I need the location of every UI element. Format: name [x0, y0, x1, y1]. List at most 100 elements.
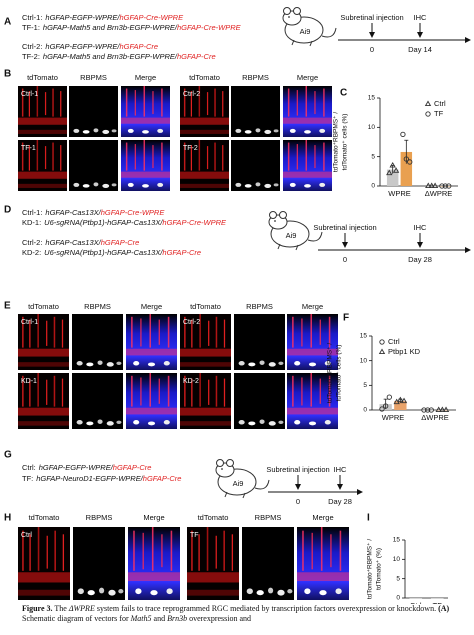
panel-label: I — [367, 513, 370, 524]
caption-part: ΔWPRE — [68, 604, 95, 613]
timeline-event: IHC — [334, 465, 348, 474]
micrograph — [72, 373, 123, 429]
micrograph — [180, 314, 231, 370]
y-tick-label: 5 — [371, 153, 375, 160]
y-tick-label: 0 — [363, 407, 367, 414]
vector-cre: hGFAP-Cre — [177, 52, 216, 61]
micrograph — [187, 527, 239, 600]
micrograph — [180, 140, 229, 191]
mouse-ear — [226, 459, 234, 467]
vector-base: hGFAP-Cas13X/ — [45, 238, 101, 247]
sample-label: Ctrl-2 — [183, 319, 200, 326]
legend-label: Ptbp1 KD — [388, 347, 421, 356]
mouse-ear — [283, 7, 291, 15]
caption-part: Schematic diagram of vectors for — [22, 614, 131, 623]
vector-cre: hGFAP-Cre — [101, 238, 140, 247]
data-point — [424, 407, 431, 413]
vector-line: TF-1: hGFAP-Math5 and Brn3b-EGFP-WPRE/hGF… — [22, 23, 242, 32]
data-point — [446, 183, 452, 189]
micrograph — [234, 314, 285, 370]
timeline-day: 0 — [296, 497, 300, 506]
vector-line: Ctrl-1: hGFAP-Cas13X/hGFAP-Cre-WPRE — [22, 208, 165, 217]
caption-part: Figure 3. — [22, 604, 53, 613]
vector-base: hGFAP-NeuroD1-EGFP-WPRE/ — [36, 474, 143, 483]
vector-name: Ctrl-2: — [22, 42, 42, 51]
column-header: tdTomato — [189, 73, 220, 82]
mouse-tail — [254, 479, 270, 490]
vector-line: TF: hGFAP-NeuroD1-EGFP-WPRE/hGFAP-Cre — [22, 474, 181, 483]
vector-name: Ctrl-1: — [22, 13, 42, 22]
sample-label: Ctrl — [21, 532, 32, 539]
data-point — [389, 161, 396, 168]
mouse-leg — [277, 243, 281, 250]
sample-label: KD-2 — [183, 378, 199, 385]
vector-base: U6-sgRNA(Ptbp1)-hGFAP-Cas13X/ — [44, 218, 163, 227]
caption-part: and — [151, 614, 168, 623]
data-point — [442, 183, 448, 189]
bar — [386, 169, 399, 186]
micrograph — [18, 314, 69, 370]
y-tick-label: 10 — [368, 124, 376, 131]
mouse-eye — [274, 220, 276, 222]
mouse-leg — [295, 244, 299, 251]
x-tick-label: Ctrl — [410, 601, 422, 604]
vector-base: U6-sgRNA(Ptbp1)-hGFAP-Cas13X/ — [44, 248, 163, 257]
micrograph — [69, 86, 118, 137]
timeline-event: IHC — [414, 13, 428, 22]
mouse-strain: Ai9 — [286, 231, 297, 240]
legend-marker — [379, 339, 385, 345]
mouse-tail — [321, 27, 337, 38]
micrograph — [180, 86, 229, 137]
vector-line: Ctrl-2: hGFAP-Cas13X/hGFAP-Cre — [22, 238, 139, 247]
y-axis-label: tdTomato⁺ (%) — [376, 548, 383, 590]
column-header: RBPMS — [255, 513, 282, 522]
y-axis-label: tdTomato⁺ cells (%) — [336, 345, 343, 402]
legend-label: Ctrl — [434, 99, 446, 108]
mouse-leg — [291, 39, 295, 46]
vector-base: hGFAP-EGFP-WPRE/ — [45, 13, 120, 22]
timeline-day: Day 14 — [408, 45, 432, 54]
data-point — [428, 407, 434, 413]
column-header: tdTomato — [27, 73, 58, 82]
vector-name: TF-1: — [22, 23, 40, 32]
timeline-day: 0 — [343, 255, 347, 264]
mouse-ear — [293, 7, 301, 15]
data-point — [403, 156, 409, 162]
y-tick-label: 0 — [396, 595, 400, 602]
timeline-day: 0 — [370, 45, 374, 54]
panel-label: D — [4, 205, 11, 216]
timeline-event: Subretinal injection — [313, 223, 376, 232]
micrograph — [121, 140, 170, 191]
vector-name: Ctrl-1: — [22, 208, 42, 217]
vector-cre: hGFAP-Cre-WPRE — [162, 218, 227, 227]
micrograph — [73, 527, 125, 600]
micrograph — [121, 86, 170, 137]
mouse-eye — [288, 16, 290, 18]
vector-line: Ctrl-2: hGFAP-EGFP-WPRE/hGFAP-Cre — [22, 42, 158, 51]
vector-cre: hGFAP-Cre — [113, 463, 152, 472]
micrograph — [283, 86, 332, 137]
legend-marker — [424, 100, 432, 107]
column-header: tdTomato — [190, 302, 221, 311]
column-header: tdTomato — [29, 513, 60, 522]
micrograph — [18, 373, 69, 429]
micrograph — [126, 373, 177, 429]
vector-line: KD-1: U6-sgRNA(Ptbp1)-hGFAP-Cas13X/hGFAP-… — [22, 218, 227, 227]
y-axis-label: tdTomato⁺RBPMS⁺ / — [333, 112, 340, 173]
mouse-tail — [307, 231, 323, 242]
sample-label: KD-1 — [21, 378, 37, 385]
column-header: tdTomato — [198, 513, 229, 522]
vector-cre: hGFAP-Cre — [119, 42, 158, 51]
micrograph — [283, 140, 332, 191]
micrograph — [287, 314, 338, 370]
column-header: RBPMS — [84, 302, 111, 311]
timeline-event: Subretinal injection — [340, 13, 403, 22]
column-header: Merge — [135, 73, 156, 82]
y-tick-label: 15 — [393, 537, 401, 544]
data-point — [400, 397, 408, 404]
y-tick-label: 10 — [360, 357, 368, 364]
micrograph — [128, 527, 180, 600]
micrograph — [180, 373, 231, 429]
column-header: RBPMS — [80, 73, 107, 82]
sample-label: Ctrl-1 — [21, 91, 38, 98]
